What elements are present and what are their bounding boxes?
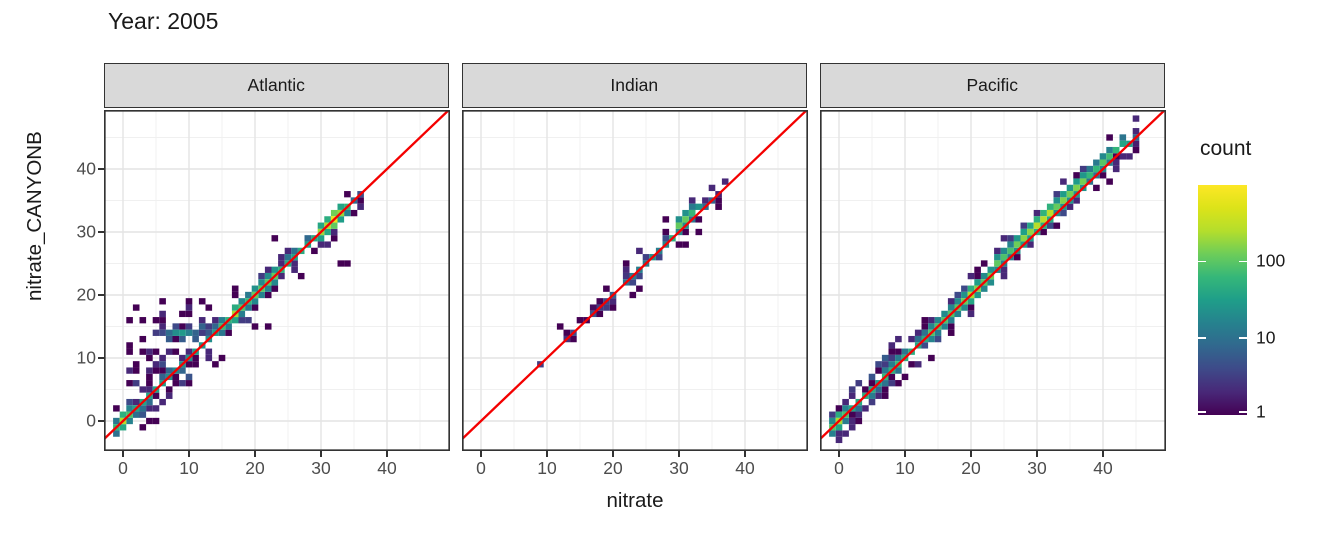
- facet-panel-atlantic: [104, 110, 450, 451]
- y-axis-title: nitrate_CANYONB: [23, 131, 46, 301]
- x-tick-label: 10: [895, 458, 915, 478]
- x-tick-label: 20: [961, 458, 981, 478]
- legend: count 100 10 1: [1198, 137, 1344, 427]
- legend-tick-mark: [1239, 260, 1247, 263]
- x-tick-label: 30: [1027, 458, 1047, 478]
- legend-gradient-bar: [1198, 185, 1247, 415]
- legend-title: count: [1200, 137, 1252, 160]
- legend-tick-mark: [1198, 260, 1206, 263]
- y-tick-mark: [98, 168, 104, 170]
- x-tick-mark: [838, 451, 840, 457]
- y-tick-mark: [98, 294, 104, 296]
- x-tick-mark: [188, 451, 190, 457]
- facet-strip-label: Atlantic: [247, 75, 305, 95]
- facet-strip-pacific: Pacific: [820, 63, 1165, 108]
- plot-title: Year: 2005: [108, 8, 219, 34]
- x-tick-mark: [1036, 451, 1038, 457]
- x-tick-mark: [480, 451, 482, 457]
- x-tick-label: 10: [179, 458, 199, 478]
- y-tick-mark: [98, 420, 104, 422]
- x-tick-label: 30: [311, 458, 331, 478]
- x-tick-mark: [744, 451, 746, 457]
- x-tick-mark: [320, 451, 322, 457]
- x-tick-label: 30: [669, 458, 689, 478]
- facet-panel-indian: [462, 110, 808, 451]
- facet-panel-pacific: [820, 110, 1166, 451]
- y-tick-label: 40: [76, 158, 96, 179]
- x-tick-mark: [904, 451, 906, 457]
- y-tick-label: 30: [76, 221, 96, 242]
- x-tick-label: 20: [245, 458, 265, 478]
- legend-tick-mark: [1198, 411, 1206, 414]
- x-tick-mark: [122, 451, 124, 457]
- legend-tick-mark: [1198, 337, 1206, 339]
- x-axis-title: nitrate: [606, 489, 664, 512]
- x-tick-label: 40: [735, 458, 755, 478]
- y-tick-mark: [98, 357, 104, 359]
- x-tick-label: 40: [377, 458, 397, 478]
- facet-strip-label: Indian: [610, 75, 659, 95]
- x-tick-mark: [612, 451, 614, 457]
- identity-line: [462, 110, 808, 441]
- x-tick-label: 20: [603, 458, 623, 478]
- y-tick-label: 0: [86, 410, 96, 431]
- identity-line: [104, 110, 450, 441]
- identity-line: [820, 110, 1166, 441]
- facet-strip-atlantic: Atlantic: [104, 63, 449, 108]
- x-tick-mark: [386, 451, 388, 457]
- x-tick-label: 0: [118, 458, 128, 478]
- x-tick-label: 10: [537, 458, 557, 478]
- legend-tick-mark: [1239, 337, 1247, 339]
- legend-tick-label: 10: [1256, 327, 1276, 348]
- y-tick-label: 10: [76, 347, 96, 368]
- x-tick-label: 40: [1093, 458, 1113, 478]
- x-tick-mark: [546, 451, 548, 457]
- legend-tick-mark: [1239, 411, 1247, 414]
- facet-strip-indian: Indian: [462, 63, 807, 108]
- y-tick-mark: [98, 231, 104, 233]
- x-tick-label: 0: [834, 458, 844, 478]
- legend-tick-label: 1: [1256, 401, 1266, 422]
- legend-tick-label: 100: [1256, 250, 1286, 271]
- x-tick-mark: [254, 451, 256, 457]
- x-tick-mark: [970, 451, 972, 457]
- facet-strip-label: Pacific: [966, 75, 1019, 95]
- x-tick-mark: [678, 451, 680, 457]
- y-tick-label: 20: [76, 284, 96, 305]
- x-tick-label: 0: [476, 458, 486, 478]
- x-tick-mark: [1102, 451, 1104, 457]
